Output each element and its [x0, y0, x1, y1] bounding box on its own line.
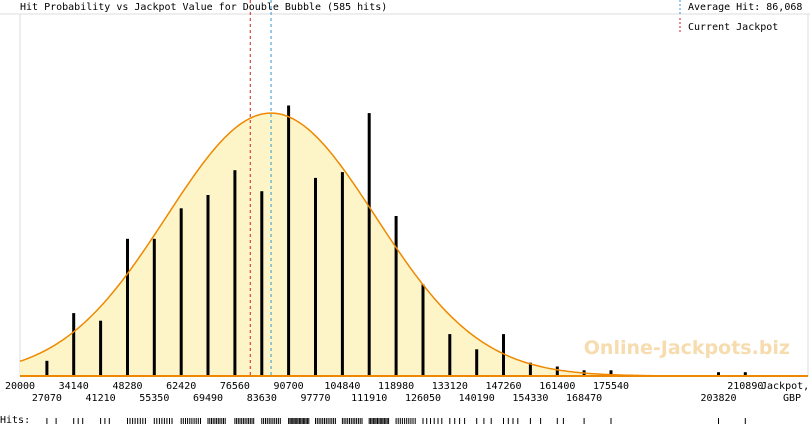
x-tick-label: 34140	[59, 381, 89, 392]
bar-104840	[340, 172, 344, 376]
bar-90700	[287, 105, 291, 376]
watermark-text: Online-Jackpots.biz	[584, 337, 790, 359]
chart-title: Hit Probability vs Jackpot Value for Dou…	[20, 2, 387, 13]
bar-55350	[152, 238, 156, 376]
x-tick-labels-bottom: 27070 41210 55350 69490 83630 97770 111910 1260…	[32, 393, 737, 404]
legend-current-label: Current Jackpot	[688, 22, 778, 33]
x-tick-labels-top: 20000 34140 48280 62420 76560 90700 104840 1189…	[5, 381, 763, 392]
x-tick-label: 69490	[193, 393, 223, 404]
x-axis-label-line2: GBP	[783, 393, 801, 404]
x-tick-label: 41210	[86, 393, 116, 404]
bar-161400	[555, 366, 559, 376]
bar-76560	[233, 170, 237, 376]
bar-203820	[717, 372, 720, 376]
bar-97770	[314, 177, 317, 376]
bar-147260	[502, 334, 505, 376]
x-tick-label: 48280	[112, 381, 142, 392]
x-tick-label: 20000	[5, 381, 35, 392]
x-tick-label: 76560	[220, 381, 250, 392]
hits-label: Hits:	[0, 415, 30, 425]
x-tick-label: 90700	[274, 381, 304, 392]
bar-210890	[743, 372, 747, 376]
x-tick-label: 168470	[566, 393, 602, 404]
x-tick-label: 118980	[378, 381, 414, 392]
bar-133120	[448, 334, 452, 376]
x-tick-label: 97770	[300, 393, 330, 404]
curve-fill-area	[20, 113, 808, 376]
hits-rug	[46, 418, 746, 424]
x-tick-label: 83630	[247, 393, 277, 404]
bar-62420	[179, 208, 183, 376]
x-tick-label: 210890	[727, 381, 763, 392]
bar-27070	[45, 360, 49, 376]
x-tick-label: 27070	[32, 393, 62, 404]
bar-118980	[394, 216, 398, 376]
x-tick-label: 104840	[324, 381, 360, 392]
bar-175540	[609, 370, 613, 376]
x-tick-label: 126050	[405, 393, 441, 404]
x-tick-label: 203820	[700, 393, 736, 404]
bar-126050	[421, 284, 425, 376]
bar-83630	[260, 191, 264, 376]
bars-group	[45, 105, 747, 376]
x-tick-label: 140190	[459, 393, 495, 404]
bar-69490	[206, 195, 210, 376]
x-tick-label: 175540	[593, 381, 629, 392]
x-tick-label: 154330	[512, 393, 548, 404]
bar-111910	[367, 113, 371, 376]
x-tick-label: 55350	[139, 393, 169, 404]
x-tick-label: 161400	[539, 381, 575, 392]
x-tick-label: 147260	[485, 381, 521, 392]
x-tick-label: 133120	[432, 381, 468, 392]
x-axis-label-line1: Jackpot,	[761, 381, 809, 392]
bar-154330	[528, 362, 532, 376]
x-tick-label: 111910	[351, 393, 387, 404]
legend-average-label: Average Hit: 86,068	[688, 2, 802, 13]
bar-48280	[126, 238, 129, 376]
bar-34140	[72, 313, 76, 376]
bar-41210	[99, 320, 103, 376]
bar-140190	[475, 349, 479, 376]
legend: Average Hit: 86,068 Current Jackpot	[679, 0, 802, 34]
x-tick-label: 62420	[166, 381, 196, 392]
